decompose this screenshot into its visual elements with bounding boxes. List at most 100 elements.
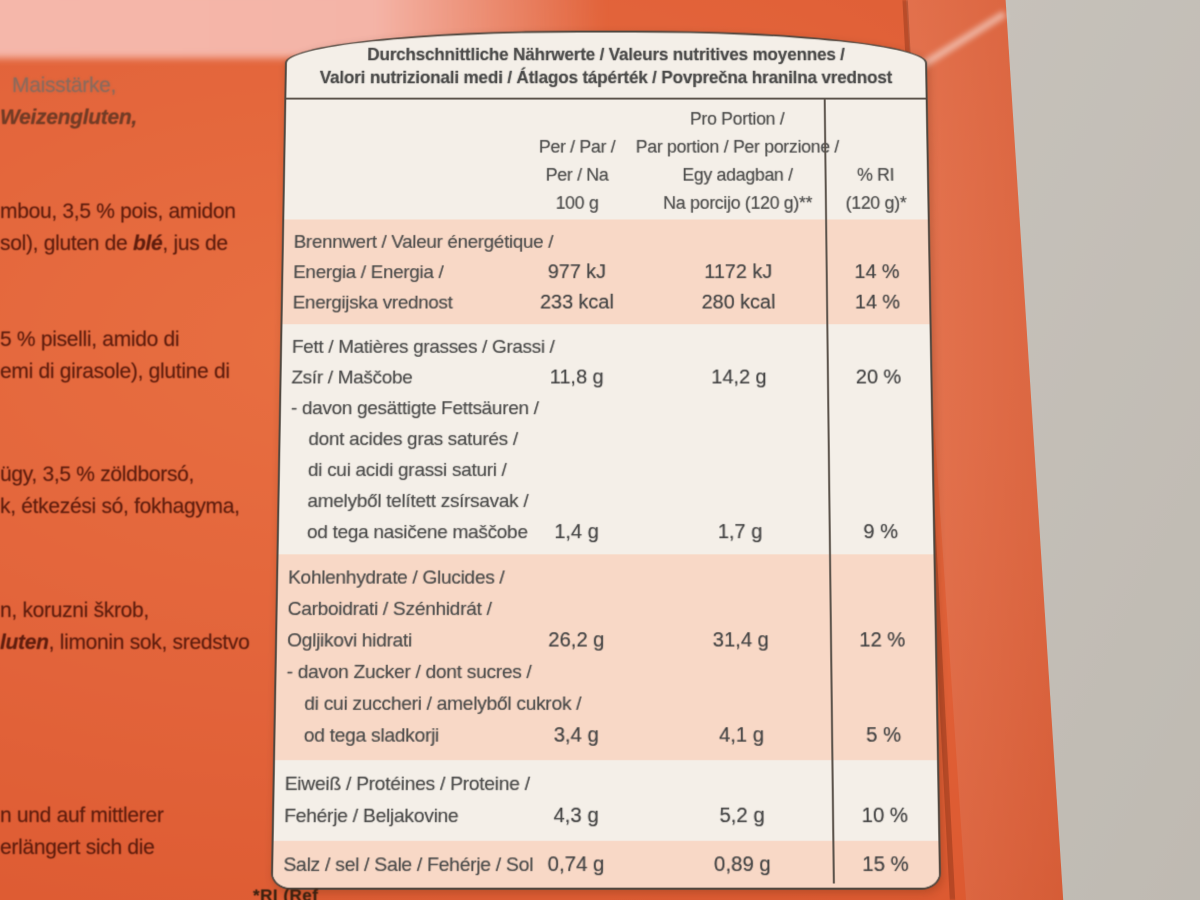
nutrient-label-line: Ogljikovi hidrati (286, 630, 413, 652)
table-row-salt: Salz / sel / Sale / Fehérje / Sol 0,74 g… (272, 840, 940, 888)
table-row-carbohydrate: Kohlenhydrate / Glucides / Carboidrati /… (276, 554, 936, 657)
ingredient-line: k, étkezési só, fokhagyma, (0, 495, 240, 518)
value-line: 0,74 g (547, 853, 605, 877)
column-header-line: % RI (856, 165, 895, 185)
value-line: 9 % (863, 521, 899, 544)
nutrient-label-line: - davon gesättigte Fettsäuren / (290, 398, 539, 420)
column-header-line: Par portion / Per porzione / (635, 137, 840, 157)
table-row-energy: Brennwert / Valeur énergétique / Energia… (282, 219, 930, 325)
value-line: 15 % (862, 853, 909, 877)
value-per-portion: 0,89 g (653, 849, 833, 881)
value-line: 1,7 g (717, 521, 763, 544)
table-title-line: Durchschnittliche Nährwerte / Valeurs nu… (367, 44, 845, 65)
value-per-portion: 5,2 g (652, 768, 832, 832)
nutrient-label: Salz / sel / Sale / Fehérje / Sol (273, 849, 534, 881)
value-line: 10 % (861, 804, 909, 828)
ingredient-line: emi di girasole), glutine di (0, 360, 230, 383)
value-line: 5 % (866, 724, 902, 747)
nutrient-label: - davon Zucker / dont sucres / di cui zu… (275, 657, 582, 752)
value-line: 14 % (854, 291, 901, 314)
ingredient-text: , jus de (162, 232, 228, 255)
nutrient-label-line: Energia / Energia / (293, 262, 444, 283)
value-per-100g: 4,3 g (500, 768, 653, 832)
nutrient-label-line: Salz / sel / Sale / Fehérje / Sol (283, 854, 534, 877)
ingredients-fragment-slovenian: n, koruzni škrob, luten, limonin sok, sr… (0, 595, 250, 659)
value-line: 4,1 g (718, 724, 765, 747)
nutrient-label: Kohlenhydrate / Glucides / Carboidrati /… (277, 562, 505, 656)
ingredient-line: 5 % piselli, amido di (0, 328, 180, 351)
table-row-fat: Fett / Matières grasses / Grassi / Zsír … (281, 324, 930, 393)
value-line: 20 % (855, 366, 902, 389)
value-per-100g: 977 kJ 233 kcal (502, 227, 651, 318)
value-percent-ri: 20 % (826, 332, 931, 393)
column-header-per-100g: Per / Par / Per / Na 100 g (503, 105, 651, 217)
value-per-portion: 14,2 g (651, 332, 826, 393)
ingredient-line: mbou, 3,5 % pois, amidon (0, 200, 236, 223)
value-per-100g: 26,2 g (501, 562, 652, 656)
footnote-ri: *RI (Ref (253, 886, 319, 900)
nutrient-label-line: Brennwert / Valeur énergétique / (293, 232, 554, 253)
ingredients-fragment-italian: 5 % piselli, amido di emi di girasole), … (0, 324, 230, 388)
nutrient-label: - davon gesättigte Fettsäuren / dont aci… (279, 393, 539, 548)
nutrient-label: Eiweiß / Protéines / Proteine / Fehérje … (274, 768, 530, 832)
column-header-line: Per / Na (545, 165, 609, 185)
ingredient-line: n, koruzni škrob, (0, 599, 149, 622)
ingredients-fragment-french: mbou, 3,5 % pois, amidon sol), gluten de… (0, 196, 236, 260)
value-per-portion: 1,7 g (651, 393, 828, 548)
ingredient-line: Weizengluten, (0, 106, 137, 129)
value-per-100g: 0,74 g (499, 849, 652, 881)
column-header-line: Per / Par / (538, 137, 616, 157)
column-header-line: Egy adagban / (682, 165, 793, 185)
column-header-line: Na porcijo (120 g)** (663, 193, 813, 213)
preparation-note-fragment: n und auf mittlerer erlängert sich die (0, 800, 164, 864)
nutrient-label: Brennwert / Valeur énergétique / Energia… (283, 227, 554, 318)
value-per-100g: 1,4 g (501, 393, 652, 548)
nutrient-label-line: amelyből telített zsírsavak / (307, 491, 529, 513)
value-per-100g: 11,8 g (502, 332, 651, 393)
value-line: 3,4 g (553, 724, 599, 747)
table-title-line: Valori nutrizionali medi / Átlagos tápér… (319, 67, 893, 88)
column-header-line: Pro Portion / (689, 109, 785, 129)
ingredient-line: sol), gluten de blé, jus de (0, 228, 236, 260)
column-header-line: 100 g (555, 193, 599, 213)
value-line: 31,4 g (712, 629, 769, 652)
column-header-nutrient (284, 105, 503, 217)
ingredient-line: erlängert sich die (0, 836, 155, 859)
ingredient-line: n und auf mittlerer (0, 804, 164, 827)
column-header-line: (120 g)* (845, 193, 907, 213)
nutrient-label-line: Eiweiß / Protéines / Proteine / (284, 773, 530, 796)
column-header-per-portion: Pro Portion / Par portion / Per porzione… (636, 105, 839, 217)
nutrient-label-line: Zsír / Maščobe (291, 367, 413, 389)
nutrient-label-line: di cui zuccheri / amelyből cukrok / (304, 693, 582, 715)
value-percent-ri: 12 % (829, 562, 935, 656)
value-line: 26,2 g (548, 629, 605, 652)
value-line: 233 kcal (539, 291, 614, 314)
nutrient-label-line: Energijska vrednost (292, 292, 453, 314)
value-line: 0,89 g (713, 853, 771, 877)
value-percent-ri: 9 % (827, 393, 934, 548)
value-line: 14 % (854, 261, 900, 283)
nutrient-label-line: Fehérje / Beljakovine (284, 805, 459, 828)
value-line: 1172 kJ (704, 261, 773, 283)
table-row-protein: Eiweiß / Protéines / Proteine / Fehérje … (274, 760, 939, 841)
nutrient-label: Fett / Matières grasses / Grassi / Zsír … (281, 332, 555, 393)
value-line: 280 kcal (701, 291, 776, 314)
value-per-portion: 1172 kJ 280 kcal (651, 227, 826, 318)
value-line: 1,4 g (554, 521, 599, 544)
value-percent-ri: 10 % (831, 768, 938, 832)
allergen-text: blé (132, 232, 163, 255)
ingredients-fragment-hungarian: ügy, 3,5 % zöldborsó, k, étkezési só, fo… (0, 459, 240, 523)
value-percent-ri: 15 % (832, 849, 939, 881)
value-line: 12 % (859, 629, 906, 652)
value-per-portion: 31,4 g (652, 562, 830, 656)
ingredient-text: , limonin sok, sredstvo (48, 631, 250, 654)
nutrient-label-line: Fett / Matières grasses / Grassi / (291, 337, 555, 358)
nutrient-label-line: dont acides gras saturés / (308, 429, 518, 451)
ingredients-fragment-german: Maisstärke, Weizengluten, (0, 70, 137, 134)
value-line: 14,2 g (711, 366, 767, 389)
nutrient-label-line: Carboidrati / Szénhidrát / (287, 598, 492, 621)
value-line: 4,3 g (553, 804, 599, 828)
value-percent-ri: 14 % 14 % (825, 227, 930, 318)
column-headers: Per / Par / Per / Na 100 g Pro Portion /… (284, 100, 928, 220)
